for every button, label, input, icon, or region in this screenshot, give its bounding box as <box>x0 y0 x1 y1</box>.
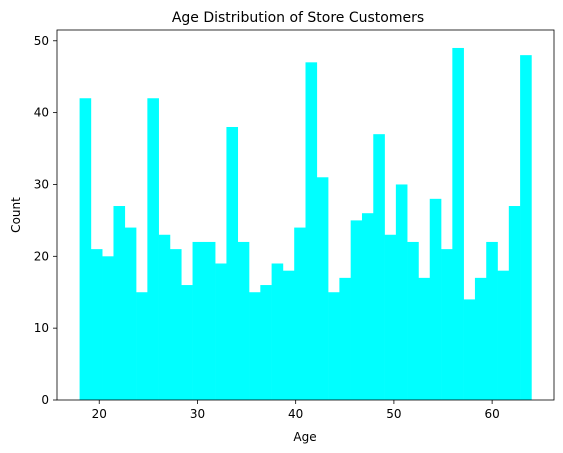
histogram-bar <box>339 277 351 400</box>
histogram-bar <box>113 206 126 400</box>
y-tick-label: 40 <box>34 106 49 120</box>
plot-frame <box>56 29 555 401</box>
histogram-bar <box>316 177 329 400</box>
histogram-bar <box>429 198 442 400</box>
histogram-bar <box>203 241 216 400</box>
y-tick-label: 30 <box>34 177 49 191</box>
histogram-bar <box>169 249 182 400</box>
histogram-bar <box>226 126 239 400</box>
histogram-bar <box>486 241 498 400</box>
chart-title: Age Distribution of Store Customers <box>172 10 424 26</box>
histogram-bar <box>441 249 453 400</box>
histogram-bar <box>192 241 205 400</box>
y-tick-label: 20 <box>34 249 49 263</box>
histogram-bar <box>361 213 374 400</box>
histogram-bar <box>260 285 272 400</box>
histogram-bar <box>237 241 250 400</box>
histogram-bar <box>79 98 92 400</box>
histogram-bar <box>474 277 487 400</box>
y-axis-label: Count <box>9 197 23 233</box>
bars-group <box>79 47 532 401</box>
x-tick-label: 60 <box>484 407 499 421</box>
histogram-bar <box>271 263 284 400</box>
histogram-bar <box>102 256 114 400</box>
histogram-bar <box>90 249 103 400</box>
histogram-bar <box>136 292 148 400</box>
histogram-bar <box>328 292 340 400</box>
histogram-bar <box>520 55 532 400</box>
histogram-bar <box>124 227 137 400</box>
histogram-bar <box>305 62 318 400</box>
histogram-bar <box>215 263 227 400</box>
histogram-bar <box>350 220 363 400</box>
histogram-bar <box>147 98 159 400</box>
histogram-bar <box>181 285 193 400</box>
x-tick-label: 20 <box>92 407 107 421</box>
histogram-bar <box>418 277 431 400</box>
histogram-bar <box>407 241 419 400</box>
x-tick-label: 40 <box>288 407 303 421</box>
y-axis-ticks: 0 10 20 30 40 50 <box>34 34 57 407</box>
histogram-bar <box>249 292 261 400</box>
histogram-bar <box>452 47 464 400</box>
histogram-bar <box>395 184 408 400</box>
histogram-bar <box>294 227 306 400</box>
histogram-bar <box>463 299 476 400</box>
x-axis-label: Age <box>293 430 316 444</box>
histogram-bar <box>282 270 295 400</box>
histogram-bar <box>384 234 397 400</box>
histogram-bar <box>373 134 385 401</box>
x-axis-ticks: 20 30 40 50 60 <box>92 400 500 421</box>
histogram-bar <box>158 234 171 400</box>
y-tick-label: 50 <box>34 34 49 48</box>
x-tick-label: 30 <box>190 407 205 421</box>
histogram-bar <box>497 270 510 400</box>
y-tick-label: 10 <box>34 321 49 335</box>
histogram-bar <box>508 206 521 400</box>
y-tick-label: 0 <box>41 393 49 407</box>
x-tick-label: 50 <box>386 407 401 421</box>
